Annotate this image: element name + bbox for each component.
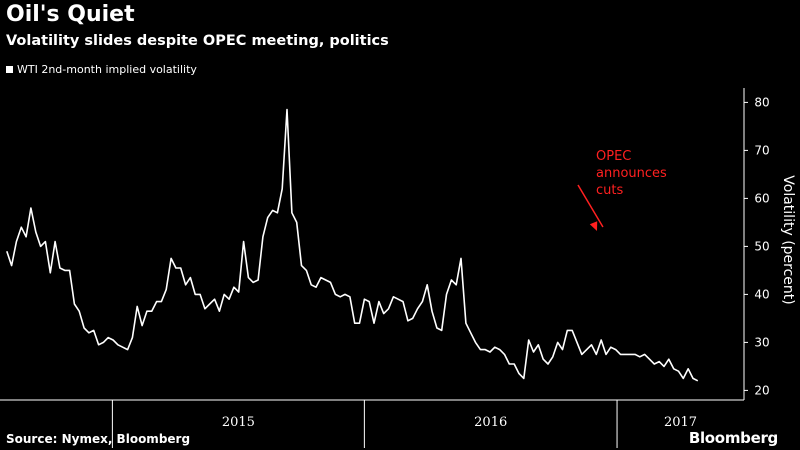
annotation-arrow-head <box>589 221 598 231</box>
x-tick-label: 2017 <box>664 415 697 430</box>
chart-subtitle: Volatility slides despite OPEC meeting, … <box>6 33 389 49</box>
bloomberg-logo: Bloomberg <box>688 429 778 447</box>
y-tick-label: 40 <box>754 287 769 301</box>
y-tick-label: 80 <box>754 95 769 109</box>
source-note: Source: Nymex, Bloomberg <box>6 432 191 446</box>
y-tick-label: 20 <box>754 383 769 397</box>
y-tick-label: 70 <box>754 143 769 157</box>
annotation-text: OPEC <box>596 149 631 164</box>
ticks: 20 30 40 50 60 70 80 2015 2016 2017 <box>111 95 770 448</box>
x-tick-label: 2015 <box>222 415 255 430</box>
annotation-group: OPEC announces cuts <box>577 149 667 231</box>
legend-swatch <box>6 66 13 73</box>
annotation-arrow-line <box>577 184 604 228</box>
legend-label: WTI 2nd-month implied volatility <box>17 63 197 76</box>
annotation-text: announces <box>596 166 667 181</box>
y-axis-label: Volatility (percent) <box>780 175 796 304</box>
annotation-text: cuts <box>596 183 623 198</box>
chart-title: Oil's Quiet <box>6 2 135 27</box>
series-line-wti <box>6 108 699 382</box>
series-group <box>6 108 699 382</box>
y-tick-label: 30 <box>754 335 769 349</box>
axes <box>0 88 745 401</box>
legend: WTI 2nd-month implied volatility <box>6 63 197 76</box>
y-tick-label: 50 <box>754 239 769 253</box>
x-tick-label: 2016 <box>474 415 507 430</box>
y-tick-label: 60 <box>754 191 769 205</box>
